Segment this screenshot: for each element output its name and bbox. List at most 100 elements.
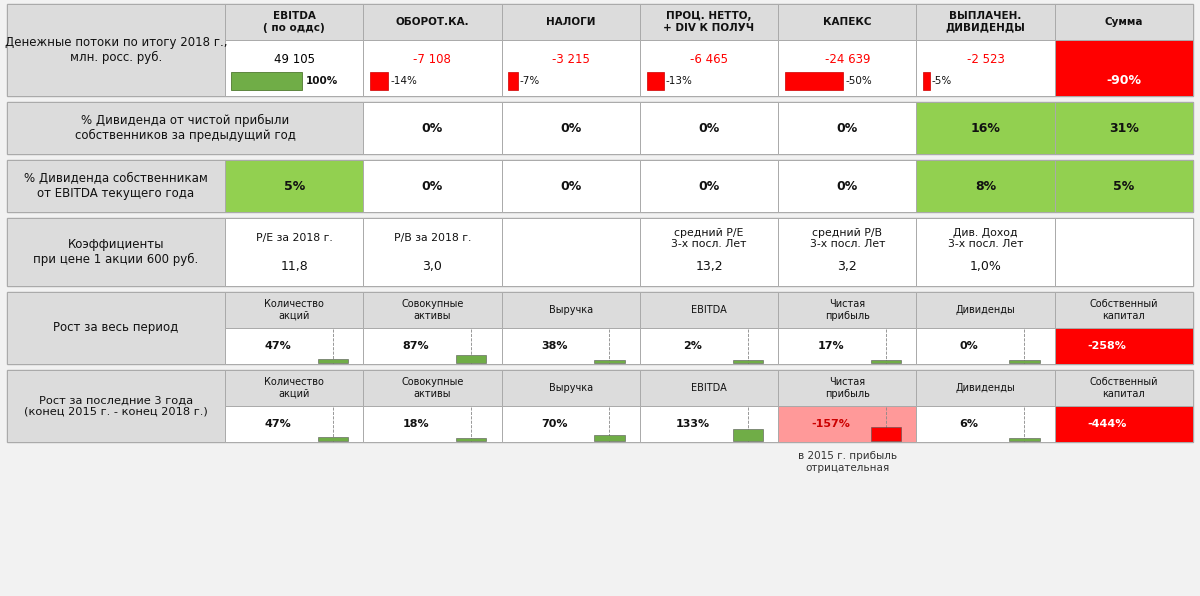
Bar [226,40,364,96]
Bar [226,292,364,328]
Bar [509,73,517,91]
Text: P/E за 2018 г.: P/E за 2018 г. [256,234,332,243]
Bar [364,4,502,40]
Bar [917,4,1055,40]
Bar [502,160,640,212]
Bar [640,102,778,154]
Text: ВЫПЛАЧЕН.
ДИВИДЕНДЫ: ВЫПЛАЧЕН. ДИВИДЕНДЫ [946,11,1026,33]
Text: ОБОРОТ.КА.: ОБОРОТ.КА. [396,17,469,27]
Text: 1,0%: 1,0% [970,260,1002,274]
Bar [364,292,502,328]
Bar [917,40,1055,96]
Bar [1055,328,1193,364]
Text: 11,8: 11,8 [281,260,308,274]
Text: P/B за 2018 г.: P/B за 2018 г. [394,234,472,243]
Bar [778,406,917,442]
Text: 16%: 16% [971,122,1001,135]
Bar [364,370,502,406]
Text: -157%: -157% [811,419,850,429]
Text: 13,2: 13,2 [695,260,722,274]
Bar [502,406,640,442]
Bar [7,218,226,286]
Text: 0%: 0% [836,122,858,135]
Bar [785,73,844,91]
Text: -258%: -258% [1088,341,1127,351]
Bar [1055,4,1193,40]
Bar [318,359,348,363]
Text: Сумма: Сумма [1105,17,1144,27]
Bar [917,370,1055,406]
Text: 18%: 18% [402,419,430,429]
Bar [1055,406,1193,442]
Text: -7%: -7% [520,76,540,86]
Text: 0%: 0% [560,122,581,135]
Text: 0%: 0% [698,179,720,193]
Bar [778,292,917,328]
Text: Рост за весь период: Рост за весь период [53,321,179,334]
Bar [502,40,640,96]
Bar [1009,360,1039,363]
Bar [640,406,778,442]
Text: Собственный
капитал: Собственный капитал [1090,377,1158,399]
Bar [364,160,502,212]
Bar [7,4,226,96]
Text: -13%: -13% [666,76,692,86]
Text: -3 215: -3 215 [552,53,589,66]
Bar [640,218,778,286]
Text: Денежные потоки по итогу 2018 г.,
млн. росс. руб.: Денежные потоки по итогу 2018 г., млн. р… [5,36,227,64]
Bar [502,218,640,286]
Bar [1055,218,1193,286]
Text: 47%: 47% [264,419,290,429]
Bar [778,218,917,286]
Bar [226,160,364,212]
Text: Коэффициенты
при цене 1 акции 600 руб.: Коэффициенты при цене 1 акции 600 руб. [34,238,199,266]
Bar [1055,292,1193,328]
Bar [732,429,763,441]
Text: Количество
акций: Количество акций [264,377,324,399]
Bar [778,40,917,96]
Bar [7,4,1193,96]
Text: -2 523: -2 523 [967,53,1004,66]
Bar [226,406,364,442]
Text: 2%: 2% [683,341,702,351]
Bar [647,73,664,91]
Bar [364,218,502,286]
Text: Чистая
прибыль: Чистая прибыль [824,299,870,321]
Text: 3,2: 3,2 [838,260,857,274]
Text: ПРОЦ. НЕТТО,
+ DIV К ПОЛУЧ: ПРОЦ. НЕТТО, + DIV К ПОЛУЧ [664,11,755,33]
Bar [917,218,1055,286]
Bar [226,370,364,406]
Text: 0%: 0% [960,341,978,351]
Text: Чистая
прибыль: Чистая прибыль [824,377,870,399]
Bar [871,360,901,363]
Text: 47%: 47% [264,341,290,351]
Text: средний P/E
3-х посл. Лет: средний P/E 3-х посл. Лет [671,228,746,249]
Text: 5%: 5% [283,179,305,193]
Bar [7,160,1193,212]
Bar [226,4,364,40]
Text: КАПЕКС: КАПЕКС [823,17,871,27]
Text: 0%: 0% [422,122,443,135]
Text: 5%: 5% [1114,179,1134,193]
Bar [917,160,1055,212]
Bar [778,4,917,40]
Bar [364,40,502,96]
Text: -24 639: -24 639 [824,53,870,66]
Text: в 2015 г. прибыль
отрицательная: в 2015 г. прибыль отрицательная [798,451,896,473]
Bar [502,102,640,154]
Text: EBITDA
( по оддс): EBITDA ( по оддс) [263,11,325,33]
Bar [226,218,364,286]
Text: Собственный
капитал: Собственный капитал [1090,299,1158,321]
Bar [502,370,640,406]
Bar [364,406,502,442]
Bar [456,438,486,441]
Text: Выручка: Выручка [548,305,593,315]
Bar [364,102,502,154]
Bar [7,160,226,212]
Bar [502,328,640,364]
Text: 133%: 133% [676,419,709,429]
Bar [778,370,917,406]
Text: 6%: 6% [960,419,978,429]
Bar [502,4,640,40]
Text: EBITDA: EBITDA [691,383,727,393]
